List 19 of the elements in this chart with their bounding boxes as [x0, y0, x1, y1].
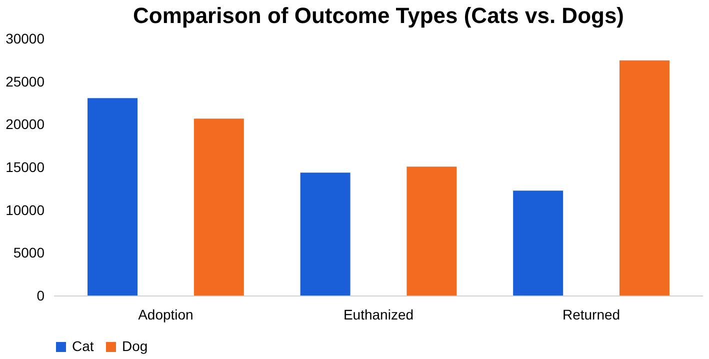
y-tick-label: 5000 [13, 244, 45, 261]
y-tick-label: 0 [36, 288, 45, 304]
legend-label: Cat [72, 338, 94, 354]
bar [513, 190, 564, 296]
y-tick-label: 10000 [6, 202, 45, 218]
bar [300, 172, 350, 296]
y-tick-label: 20000 [6, 116, 45, 132]
x-tick-label: Euthanized [343, 306, 414, 322]
bar [88, 98, 138, 296]
x-tick-label: Returned [562, 306, 620, 322]
x-tick-label: Adoption [138, 306, 194, 322]
y-tick-label: 25000 [6, 73, 45, 90]
chart-title: Comparison of Outcome Types (Cats vs. Dogs) [132, 3, 624, 28]
y-tick-label: 15000 [6, 159, 45, 175]
bar [406, 166, 457, 296]
bar [194, 118, 244, 296]
bar [619, 60, 670, 296]
y-tick-label: 30000 [6, 30, 45, 46]
legend-label: Dog [122, 338, 148, 354]
